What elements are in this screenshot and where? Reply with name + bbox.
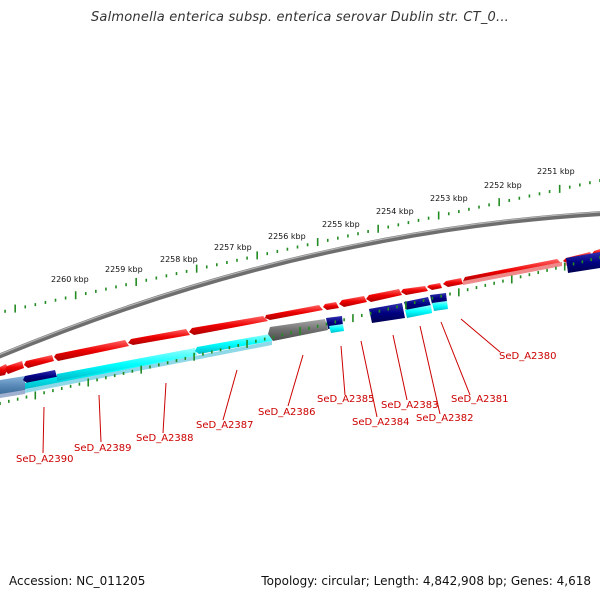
reverse-feature-shadow xyxy=(0,390,25,398)
label-leader-line xyxy=(460,318,501,353)
forward-gene-arrow[interactable] xyxy=(128,329,190,345)
label-leader-line xyxy=(360,340,378,418)
label-leader-line xyxy=(392,334,408,401)
forward-gene-arrow[interactable] xyxy=(189,316,268,335)
reverse-gene-navy[interactable] xyxy=(430,293,447,304)
label-leader-line xyxy=(162,382,167,434)
gene-label[interactable]: SeD_A2389 xyxy=(74,443,132,454)
forward-gene-arrow[interactable] xyxy=(265,305,323,320)
gene-label[interactable]: SeD_A2387 xyxy=(196,420,254,431)
label-leader-line xyxy=(340,345,346,396)
label-leader-line xyxy=(42,406,45,454)
forward-feature-shadow xyxy=(463,262,562,285)
accession-label: Accession: NC_011205 xyxy=(9,574,146,588)
rrna-feature[interactable] xyxy=(0,376,25,395)
forward-gene-arrow[interactable] xyxy=(427,283,442,290)
kbp-label-group: 2251 kbp 2252 kbp 2253 kbp 2254 kbp 2255 kbp… xyxy=(51,167,575,284)
gene-track xyxy=(0,249,600,398)
label-leader-line xyxy=(222,369,238,421)
kbp-label: 2257 kbp xyxy=(214,243,252,252)
kbp-label: 2253 kbp xyxy=(430,194,468,203)
label-leader-line xyxy=(440,321,471,396)
reverse-feature-shadow xyxy=(25,341,272,393)
forward-gene-arrow[interactable] xyxy=(54,340,129,361)
reverse-gene-cyan[interactable] xyxy=(57,348,197,381)
kbp-label: 2260 kbp xyxy=(51,275,89,284)
label-leader-line xyxy=(419,325,441,415)
gene-label[interactable]: SeD_A2385 xyxy=(317,394,375,405)
kbp-label: 2254 kbp xyxy=(376,207,414,216)
forward-gene-arrow[interactable] xyxy=(5,361,24,374)
kbp-label: 2252 kbp xyxy=(484,181,522,190)
label-leader-line xyxy=(98,394,102,443)
gene-label-leaders xyxy=(42,318,501,454)
kbp-label: 2251 kbp xyxy=(537,167,575,176)
label-leader-line xyxy=(287,354,304,407)
forward-gene-arrow[interactable] xyxy=(0,364,8,376)
forward-gene-arrow[interactable] xyxy=(24,355,54,368)
reverse-gene-gray[interactable] xyxy=(268,319,328,341)
reverse-gene-cyan[interactable] xyxy=(432,301,448,311)
gene-label[interactable]: SeD_A2383 xyxy=(381,400,439,411)
gene-label[interactable]: SeD_A2386 xyxy=(258,407,316,418)
gene-label-group[interactable]: SeD_A2380 SeD_A2381 SeD_A2382 SeD_A2383 SeD_… xyxy=(16,351,557,465)
forward-gene-arrow[interactable] xyxy=(366,289,402,302)
reverse-gene-cyan[interactable] xyxy=(195,334,272,354)
genome-title: Salmonella enterica subsp. enterica sero… xyxy=(90,10,509,25)
inner-tick-scale xyxy=(0,256,600,405)
kbp-label: 2259 kbp xyxy=(105,265,143,274)
backbone-ring xyxy=(0,211,600,359)
kbp-label: 2258 kbp xyxy=(160,255,198,264)
forward-gene-arrow[interactable] xyxy=(323,302,339,310)
gene-label[interactable]: SeD_A2384 xyxy=(352,417,410,428)
kbp-label: 2255 kbp xyxy=(322,220,360,229)
reverse-gene-navy[interactable] xyxy=(369,303,405,323)
backbone-ring-highlight xyxy=(0,211,600,356)
forward-gene-arrow[interactable] xyxy=(401,286,428,295)
topology-info: Topology: circular; Length: 4,842,908 bp… xyxy=(261,574,591,588)
outer-kbp-scale xyxy=(4,179,600,313)
forward-gene-arrow[interactable] xyxy=(339,296,367,307)
gene-label[interactable]: SeD_A2390 xyxy=(16,454,74,465)
reverse-gene-cyan[interactable] xyxy=(329,324,344,333)
gene-label[interactable]: SeD_A2381 xyxy=(451,394,509,405)
gene-label[interactable]: SeD_A2388 xyxy=(136,433,194,444)
forward-gene-arrow[interactable] xyxy=(443,278,463,287)
reverse-gene-navy[interactable] xyxy=(23,370,57,383)
gene-label[interactable]: SeD_A2382 xyxy=(416,413,474,424)
kbp-label: 2256 kbp xyxy=(268,232,306,241)
reverse-gene-cyan[interactable] xyxy=(405,305,432,318)
gene-label[interactable]: SeD_A2380 xyxy=(499,351,557,362)
